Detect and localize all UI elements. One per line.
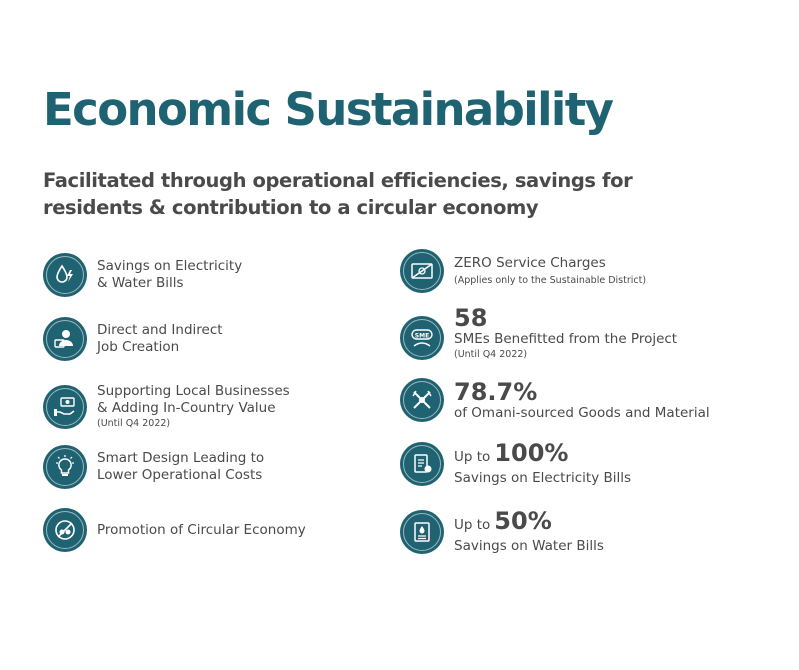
item-line: & Water Bills xyxy=(97,275,184,291)
item-line: Savings on Electricity Bills xyxy=(454,470,632,486)
stat-value: 50% xyxy=(494,507,552,535)
right-item-text: 78.7% of Omani-sourced Goods and Materia… xyxy=(454,379,710,422)
left-item-job-creation: Direct and Indirect Job Creation xyxy=(43,317,223,361)
stat-line: Up to 50% xyxy=(454,508,604,538)
svg-text:SME: SME xyxy=(415,333,429,340)
right-item-smes: SME 58 SMEs Benefitted from the Project … xyxy=(400,305,677,361)
item-line: of Omani-sourced Goods and Material xyxy=(454,404,710,421)
stat-value: 100% xyxy=(494,439,569,467)
electricity-bill-icon xyxy=(400,441,444,486)
job-creation-icon xyxy=(43,317,87,361)
left-item-circular-economy: Promotion of Circular Economy xyxy=(43,508,306,552)
stat-prefix: Up to xyxy=(454,449,491,465)
item-note: (Until Q4 2022) xyxy=(454,349,528,360)
left-item-text: Supporting Local Businesses & Adding In-… xyxy=(97,383,290,430)
item-line: ZERO Service Charges xyxy=(454,255,606,271)
stat-value: 78.7% xyxy=(454,377,538,406)
item-line: Lower Operational Costs xyxy=(97,467,263,483)
item-line: & Adding In-Country Value xyxy=(97,400,276,416)
right-item-water-savings: Up to 50% Savings on Water Bills xyxy=(400,508,604,555)
right-item-text: ZERO Service Charges (Applies only to th… xyxy=(454,255,646,287)
item-line: Smart Design Leading to xyxy=(97,450,265,466)
left-item-text: Direct and Indirect Job Creation xyxy=(97,322,223,356)
right-item-text: 58 SMEs Benefitted from the Project (Unt… xyxy=(454,305,677,361)
hand-money-icon xyxy=(43,384,87,429)
right-item-electricity-savings: Up to 100% Savings on Electricity Bills xyxy=(400,440,631,487)
item-line: Supporting Local Businesses xyxy=(97,383,290,399)
item-line: Direct and Indirect xyxy=(97,322,223,338)
left-item-water-electricity: Savings on Electricity & Water Bills xyxy=(43,253,242,297)
left-item-local-businesses: Supporting Local Businesses & Adding In-… xyxy=(43,383,290,430)
right-item-text: Up to 50% Savings on Water Bills xyxy=(454,508,604,555)
lightbulb-icon xyxy=(43,445,87,489)
right-item-omani-goods: 78.7% of Omani-sourced Goods and Materia… xyxy=(400,378,710,422)
item-line: SMEs Benefitted from the Project xyxy=(454,331,678,347)
right-item-text: Up to 100% Savings on Electricity Bills xyxy=(454,440,631,487)
stat-value: 58 xyxy=(454,304,488,332)
left-item-text: Smart Design Leading to Lower Operationa… xyxy=(97,450,264,484)
zero-charges-icon xyxy=(400,249,444,293)
page-title: Economic Sustainability xyxy=(43,83,614,136)
left-item-text: Savings on Electricity & Water Bills xyxy=(97,258,242,292)
item-note: (Until Q4 2022) xyxy=(97,418,171,429)
water-bill-icon xyxy=(400,509,444,554)
left-item-smart-design: Smart Design Leading to Lower Operationa… xyxy=(43,445,264,489)
stat-prefix: Up to xyxy=(454,517,491,533)
item-line: Promotion of Circular Economy xyxy=(97,521,306,538)
item-line: Job Creation xyxy=(97,339,180,355)
page-subtitle: Facilitated through operational efficien… xyxy=(43,169,633,219)
water-electricity-icon xyxy=(43,253,87,297)
left-item-text: Promotion of Circular Economy xyxy=(97,522,306,539)
right-item-zero-charges: ZERO Service Charges (Applies only to th… xyxy=(400,249,646,293)
recycle-icon xyxy=(43,508,87,552)
sme-icon: SME xyxy=(400,316,444,360)
item-line: Savings on Water Bills xyxy=(454,538,604,554)
item-line: Savings on Electricity xyxy=(97,258,243,274)
stat-line: Up to 100% xyxy=(454,440,631,470)
tools-icon xyxy=(400,378,444,422)
item-note: (Applies only to the Sustainable Distric… xyxy=(454,275,647,286)
